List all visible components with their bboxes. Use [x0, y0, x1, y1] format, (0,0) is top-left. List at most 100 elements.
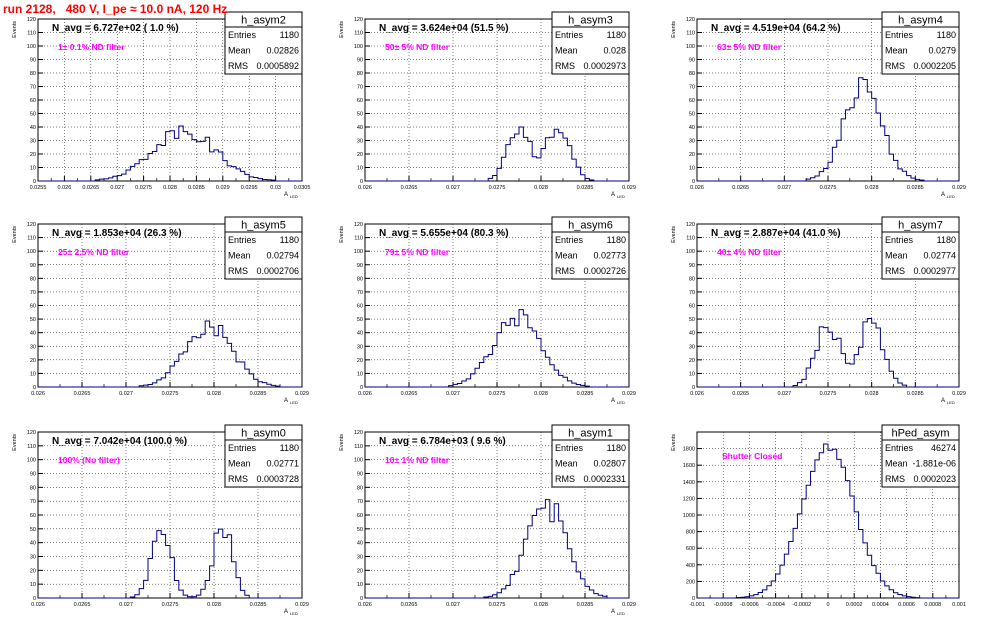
y-tick-label: 40: [30, 331, 36, 337]
x-tick-label: 0.0265: [401, 185, 418, 191]
stats-key-rms: RMS: [555, 474, 575, 484]
y-tick-label: 1800: [683, 447, 695, 453]
stats-key-rms: RMS: [555, 266, 575, 276]
x-axis-label: A: [941, 192, 945, 198]
y-tick-label: 40: [357, 125, 363, 131]
x-axis-label-subscript: LED: [947, 400, 955, 405]
x-tick-label: 0.0275: [162, 602, 179, 608]
x-tick-label: 0.0285: [250, 391, 267, 397]
histogram-series-h_asym3: [365, 126, 629, 182]
x-tick-label: 0.029: [622, 391, 636, 397]
x-tick-label: 0.0265: [401, 391, 418, 397]
x-tick-label: 0.026: [358, 185, 372, 191]
y-tick-label: 40: [689, 331, 695, 337]
stats-box: [551, 424, 630, 488]
stats-value-entries: 1180: [937, 30, 956, 40]
stats-box: [551, 216, 630, 280]
stats-value-entries: 1180: [280, 235, 299, 245]
annotation-label: 40± 4% ND filter: [717, 247, 782, 257]
y-tick-label: 110: [686, 31, 695, 37]
histogram-series-h_asym6: [365, 309, 629, 388]
stats-box-title: hPed_asym: [891, 428, 949, 440]
stats-key-mean: Mean: [228, 46, 251, 56]
navg-label: N_avg = 5.655e+04 (80.3 %): [379, 228, 509, 239]
stats-value-entries: 1180: [937, 235, 956, 245]
stats-value-mean: 0.02794: [266, 251, 299, 261]
x-axis-label-subscript: LED: [290, 194, 298, 199]
stats-box-title: h_asym0: [241, 428, 286, 440]
x-tick-label: 0.027: [446, 185, 460, 191]
y-tick-label: 20: [357, 358, 363, 364]
y-tick-label: 110: [354, 31, 363, 37]
x-tick-label: 0.029: [622, 185, 636, 191]
x-tick-label: 0.0285: [188, 185, 205, 191]
x-tick-label: 0.0275: [489, 185, 506, 191]
x-axis-label-subscript: LED: [617, 611, 625, 616]
histogram-series-h_asym1: [365, 499, 629, 599]
x-axis-label-subscript: LED: [617, 194, 625, 199]
navg-label: N_avg = 6.727e+02 ( 1.0 %): [52, 23, 179, 34]
y-tick-label: 20: [30, 568, 36, 574]
y-tick-label: 20: [689, 152, 695, 158]
stats-value-mean: 0.02773: [593, 251, 626, 261]
x-tick-label: 0.026: [31, 602, 45, 608]
stats-key-mean: Mean: [555, 251, 578, 261]
annotation-label: 100% (No filter): [58, 455, 120, 465]
navg-label: N_avg = 3.624e+04 (51.5 %): [379, 23, 509, 34]
x-tick-label: 0.0008: [924, 602, 941, 608]
x-tick-label: 0.0275: [820, 391, 837, 397]
y-tick-label: 40: [357, 331, 363, 337]
x-axis-label: A: [284, 609, 288, 615]
x-tick-label: 0.027: [446, 602, 460, 608]
stats-box: [551, 11, 630, 75]
y-tick-label: 120: [27, 17, 36, 23]
y-tick-label: 40: [30, 125, 36, 131]
y-tick-label: 10: [30, 371, 36, 377]
y-tick-label: 60: [689, 98, 695, 104]
x-tick-label: 0.0275: [489, 391, 506, 397]
x-tick-label: 0.001: [952, 602, 966, 608]
x-axis-label: A: [611, 398, 615, 404]
annotation-label: 25± 2.5% ND filter: [58, 247, 130, 257]
x-tick-label: 0: [826, 602, 829, 608]
stats-key-entries: Entries: [885, 30, 914, 40]
y-tick-label: 80: [357, 71, 363, 77]
x-tick-label: 0.029: [295, 391, 309, 397]
y-tick-label: 100: [354, 44, 363, 50]
histogram-h_asym3: 0.026 0.0265 0.027 0.0275 0.028 0.0285 0.029 0 1…: [339, 11, 636, 199]
y-tick-label: 60: [357, 304, 363, 310]
x-tick-label: 0.028: [534, 602, 548, 608]
x-tick-label: 0.029: [622, 602, 636, 608]
y-tick-label: 90: [357, 263, 363, 269]
x-tick-label: 0.027: [119, 602, 133, 608]
stats-key-mean: Mean: [885, 251, 908, 261]
x-axis-label: A: [611, 609, 615, 615]
annotation-label: Shutter Closed: [722, 451, 782, 461]
y-tick-label: 10: [357, 166, 363, 172]
y-tick-label: 70: [357, 499, 363, 505]
y-tick-label: 80: [689, 71, 695, 77]
stats-box-title: h_asym2: [241, 15, 286, 27]
y-tick-label: 50: [357, 527, 363, 533]
histogram-h_asym4: 0.026 0.0265 0.027 0.0275 0.028 0.0285 0.029 0 1…: [671, 11, 966, 199]
y-tick-label: 100: [27, 458, 36, 464]
stats-key-entries: Entries: [885, 235, 914, 245]
x-tick-label: 0.026: [358, 391, 372, 397]
x-tick-label: 0.0265: [401, 602, 418, 608]
stats-key-mean: Mean: [885, 459, 908, 469]
stats-key-entries: Entries: [228, 443, 257, 453]
y-tick-label: 30: [689, 344, 695, 350]
x-tick-label: 0.029: [295, 602, 309, 608]
stats-key-entries: Entries: [555, 30, 584, 40]
y-tick-label: 30: [357, 344, 363, 350]
stats-key-mean: Mean: [885, 46, 908, 56]
y-tick-label: 400: [686, 563, 695, 569]
x-tick-label: 0.026: [58, 185, 72, 191]
y-tick-label: 1200: [683, 496, 695, 502]
y-tick-label: 70: [357, 85, 363, 91]
stats-value-mean: 0.02774: [923, 251, 956, 261]
y-tick-label: 0: [692, 179, 695, 185]
stats-value-rms: 0.0002205: [913, 61, 956, 71]
x-tick-label: 0.026: [358, 602, 372, 608]
